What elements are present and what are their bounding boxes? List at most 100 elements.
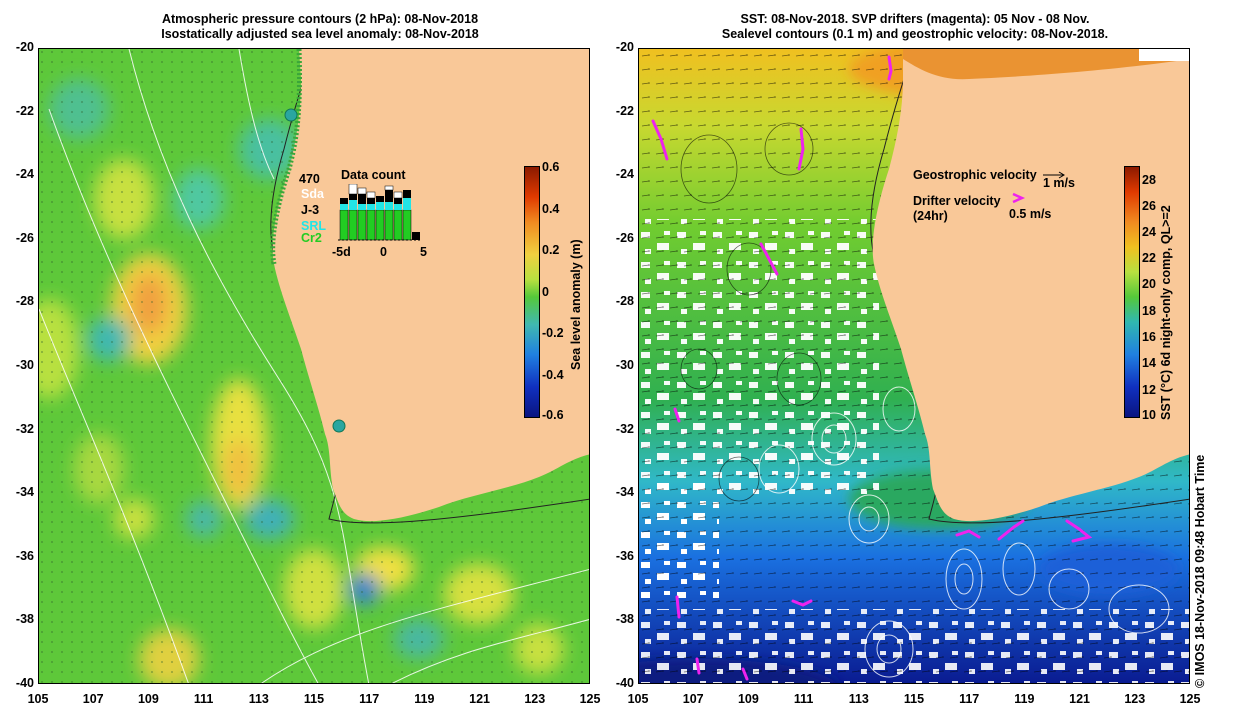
data-count-total: 470 (299, 172, 320, 186)
lat-tick-label: -34 (15, 485, 34, 500)
sea-level-contours-dark (680, 122, 822, 502)
inset-xtick-5: 5 (420, 245, 427, 259)
sst-cb-tick: 12 (1142, 383, 1156, 397)
left-title: Atmospheric pressure contours (2 hPa): 0… (30, 12, 610, 42)
sla-cb-tick: 0 (542, 285, 549, 299)
sst-cb-tick: 14 (1142, 356, 1156, 370)
lat-tick-label: -40 (15, 676, 34, 690)
sst-colorbar (1124, 166, 1140, 418)
lat-tick-label: -22 (15, 103, 34, 118)
lon-tick-label: 113 (248, 692, 269, 706)
lat-tick-label: -24 (15, 167, 34, 182)
sla-cb-tick: 0.6 (542, 160, 560, 174)
geostrophic-scale-label: 1 m/s (1043, 176, 1075, 190)
sst-cb-tick: 16 (1142, 330, 1156, 344)
lon-tick-label: 121 (1069, 692, 1091, 706)
lon-tick-label: 125 (1179, 692, 1201, 706)
lon-tick-label: 111 (193, 692, 214, 706)
sst-cb-tick: 22 (1142, 251, 1156, 265)
legend-srl: SRL (301, 219, 326, 233)
drifter-scale-arrow (1012, 192, 1026, 204)
lon-tick-label: 111 (793, 692, 814, 706)
sst-cb-tick: 10 (1142, 408, 1156, 422)
warm-land-strip (903, 49, 1189, 80)
sla-cb-tick: -0.4 (542, 368, 564, 382)
sla-cb-tick: -0.6 (542, 408, 564, 422)
right-title-line2: Sealevel contours (0.1 m) and geostrophi… (721, 27, 1109, 41)
lat-tick-label: -22 (615, 103, 634, 118)
lat-tick-label: -20 (15, 40, 34, 54)
legend-j3: J-3 (301, 203, 320, 217)
sst-cb-tick: 20 (1142, 277, 1156, 291)
lon-tick-label: 105 (627, 692, 649, 706)
right-title: SST: 08-Nov-2018. SVP drifters (magenta)… (620, 12, 1210, 42)
lon-tick-label: 123 (1124, 692, 1146, 706)
lon-tick-label: 107 (682, 692, 704, 706)
drifter-scale-label: 0.5 m/s (1009, 207, 1052, 221)
lon-tick-label: 113 (848, 692, 869, 706)
sla-cb-tick: 0.2 (542, 243, 560, 257)
svp-drifter-tracks[interactable] (651, 55, 1093, 681)
lon-tick-label: 107 (82, 692, 104, 706)
right-title-line1: SST: 08-Nov-2018. SVP drifters (magenta)… (740, 12, 1090, 26)
sst-colorbar-title: SST (°C) 6d night-only comp, QL>=2 (1159, 205, 1173, 420)
geostrophic-scale-arrow (1043, 171, 1065, 179)
lon-tick-label: 123 (524, 692, 546, 706)
right-map[interactable] (638, 48, 1190, 684)
map-corner-blank (1139, 49, 1189, 61)
lat-tick-label: -24 (615, 167, 634, 182)
inset-xtick-0: 0 (380, 245, 387, 259)
lat-tick-label: -28 (615, 294, 634, 309)
left-map[interactable] (38, 48, 590, 684)
lat-tick-label: -40 (615, 676, 634, 690)
left-title-line2: Isostatically adjusted sea level anomaly… (161, 27, 479, 41)
legend-sda: Sda (301, 187, 324, 201)
sst-cb-tick: 18 (1142, 304, 1156, 318)
lat-tick-label: -36 (615, 548, 634, 563)
sst-cb-tick: 28 (1142, 173, 1156, 187)
lat-tick-label: -38 (615, 612, 634, 627)
left-title-line1: Atmospheric pressure contours (2 hPa): 0… (161, 12, 479, 26)
lat-tick-label: -32 (615, 421, 634, 436)
lat-tick-label: -28 (15, 294, 34, 309)
lat-tick-label: -30 (615, 358, 634, 372)
lat-tick-label: -26 (15, 230, 34, 245)
credit-text: © IMOS 18-Nov-2018 09:48 Hobart Time (1193, 454, 1207, 688)
sst-cb-tick: 24 (1142, 225, 1156, 239)
sst-cb-tick: 26 (1142, 199, 1156, 213)
lon-tick-label: 119 (414, 692, 435, 706)
lon-tick-label: 105 (27, 692, 49, 706)
lon-tick-label: 117 (959, 692, 980, 706)
tide-gauge-marker[interactable] (284, 108, 298, 122)
sla-cb-tick: -0.2 (542, 326, 564, 340)
drifter-velocity-legend: Drifter velocity (913, 194, 1001, 208)
lon-tick-label: 117 (359, 692, 380, 706)
pressure-contours (39, 49, 589, 683)
lat-tick-label: -30 (15, 358, 34, 372)
geostrophic-velocity-legend: Geostrophic velocity (913, 168, 1037, 182)
sla-colorbar-title: Sea level anomaly (m) (569, 239, 583, 370)
coast-observations (270, 49, 303, 265)
lat-tick-label: -34 (615, 485, 634, 500)
lat-tick-label: -32 (15, 421, 34, 436)
sla-colorbar (524, 166, 540, 418)
lat-tick-label: -36 (15, 548, 34, 563)
data-count-inset: 470 Data count Sda J-3 SRL Cr2 -5d 0 5 (296, 168, 436, 268)
drifter-velocity-legend-2: (24hr) (913, 209, 948, 223)
lat-tick-label: -26 (615, 230, 634, 245)
australia-landmass (872, 49, 1189, 522)
data-count-bars (338, 184, 422, 241)
lat-tick-label: -38 (15, 612, 34, 627)
lon-tick-label: 109 (137, 692, 159, 706)
data-count-title: Data count (341, 168, 406, 182)
lon-tick-label: 115 (303, 692, 325, 706)
lon-tick-label: 119 (1014, 692, 1035, 706)
tide-gauge-marker[interactable] (332, 419, 346, 433)
lon-tick-label: 125 (579, 692, 601, 706)
lat-tick-label: -20 (615, 40, 634, 54)
inset-xtick-minus5: -5d (332, 245, 351, 259)
sea-level-contours (758, 386, 1170, 678)
lon-tick-label: 121 (469, 692, 491, 706)
legend-cr2: Cr2 (301, 231, 322, 245)
lon-tick-label: 109 (737, 692, 759, 706)
